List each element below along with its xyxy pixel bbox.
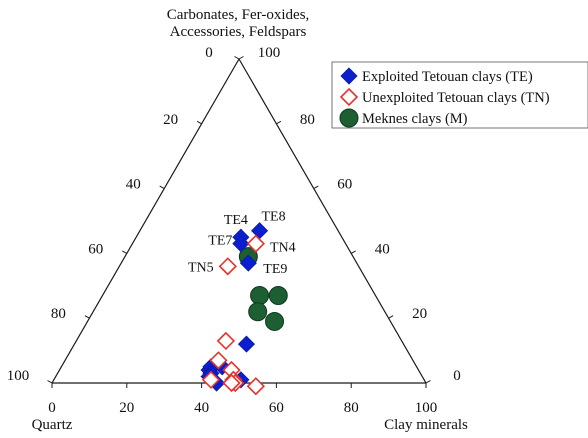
tick-marks bbox=[47, 56, 431, 388]
point-label-te9: TE9 bbox=[263, 262, 287, 277]
tick-label-right: 80 bbox=[300, 112, 315, 128]
legend-box bbox=[331, 61, 588, 129]
tick-label-left: 20 bbox=[163, 112, 178, 128]
point-m bbox=[265, 311, 285, 331]
point-label-te7: TE7 bbox=[208, 234, 232, 249]
point-tn bbox=[246, 234, 265, 253]
triangle-edge-right bbox=[238, 58, 427, 384]
point-label-te8: TE8 bbox=[262, 210, 286, 225]
data-points bbox=[200, 222, 288, 396]
legend-marker-te bbox=[340, 67, 358, 85]
tick-right bbox=[238, 56, 244, 60]
apex-left-title: Quartz bbox=[32, 417, 73, 433]
tick-left bbox=[196, 120, 202, 125]
legend: Exploited Tetouan clays (TE) Unexploited … bbox=[331, 61, 588, 129]
point-label-tn4: TN4 bbox=[270, 241, 296, 256]
legend-label-tn: Unexploited Tetouan clays (TN) bbox=[362, 90, 550, 106]
point-tn bbox=[222, 373, 241, 393]
tick-label-right: 40 bbox=[375, 241, 390, 257]
point-te bbox=[239, 254, 257, 272]
tick-left bbox=[47, 380, 53, 384]
point-tn bbox=[216, 331, 236, 351]
point-tn bbox=[246, 377, 265, 396]
tick-left bbox=[159, 185, 165, 190]
tick-label-left: 40 bbox=[126, 177, 141, 193]
point-tn bbox=[209, 351, 228, 370]
tick-label-right: 60 bbox=[337, 177, 352, 193]
point-m bbox=[248, 302, 268, 322]
tick-label-left: 60 bbox=[88, 241, 103, 257]
point-te bbox=[232, 235, 250, 253]
legend-label-te: Exploited Tetouan clays (TE) bbox=[362, 69, 533, 85]
point-label-tn5: TN5 bbox=[188, 260, 214, 275]
point-labels: TE7 TE8 TE4 TE9 TN4 TN5 bbox=[188, 210, 296, 277]
legend-marker-tn bbox=[339, 87, 359, 107]
triangle-edge-left bbox=[51, 58, 240, 384]
tick-right bbox=[350, 250, 356, 254]
tick-right bbox=[313, 185, 319, 190]
tick-label-right: 0 bbox=[453, 368, 461, 384]
point-m bbox=[250, 286, 270, 306]
tick-right bbox=[388, 315, 394, 319]
tick-label-bottom: 40 bbox=[194, 400, 209, 416]
tick-label-bottom: 80 bbox=[344, 400, 359, 416]
point-tn bbox=[218, 257, 237, 276]
legend-label-m: Meknes clays (M) bbox=[362, 111, 468, 127]
tick-label-right: 100 bbox=[258, 45, 281, 61]
tick-left bbox=[122, 250, 128, 254]
apex-top-title-line2: Accessories, Feldspars bbox=[170, 24, 307, 40]
point-tn bbox=[201, 370, 221, 389]
tick-right bbox=[276, 120, 282, 125]
legend-marker-m bbox=[339, 108, 359, 128]
tick-label-left: 100 bbox=[7, 368, 30, 384]
tick-right bbox=[425, 380, 431, 384]
point-label-te4: TE4 bbox=[224, 213, 248, 228]
apex-top-title-line1: Carbonates, Fer-oxides, bbox=[167, 7, 310, 23]
point-te bbox=[251, 222, 269, 240]
tick-label-left: 0 bbox=[205, 45, 213, 61]
tick-label-bottom: 60 bbox=[269, 400, 284, 416]
tick-label-right: 20 bbox=[412, 306, 427, 322]
corner-labels: Carbonates, Fer-oxides, Accessories, Fel… bbox=[32, 7, 468, 433]
point-te bbox=[237, 335, 256, 353]
tick-label-bottom: 0 bbox=[48, 400, 56, 416]
point-m bbox=[268, 286, 288, 306]
tick-left bbox=[84, 315, 90, 319]
tick-label-left: 80 bbox=[51, 306, 66, 322]
tick-label-bottom: 20 bbox=[119, 400, 134, 416]
tick-label-bottom: 100 bbox=[415, 400, 438, 416]
apex-right-title: Clay minerals bbox=[384, 417, 468, 433]
tick-left bbox=[234, 56, 240, 60]
tick-labels: 0 20 40 60 80 100 0 20 40 60 80 100 100 80 60 40 20 0 bbox=[7, 45, 461, 416]
